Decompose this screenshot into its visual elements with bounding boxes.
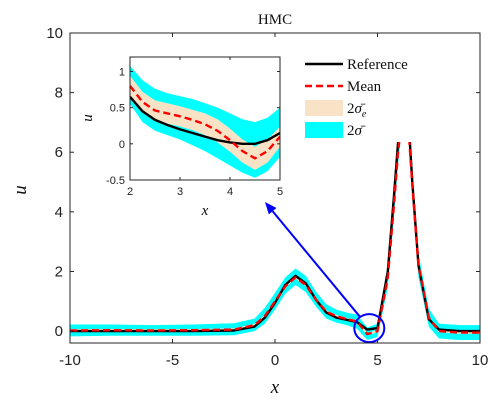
inset-ytick-label: 0 [119, 139, 125, 151]
main-ytick-label: 6 [55, 144, 63, 161]
inset-x-axis-ticks: 2 3 4 5 [127, 57, 283, 198]
legend-sigma-swatch [305, 122, 343, 138]
inset-band-two-sigma-e [130, 75, 280, 170]
zoom-arrow-head [265, 202, 277, 215]
main-chart-title: HMC [258, 12, 292, 28]
main-xtick-label: -10 [59, 352, 81, 369]
main-xtick-label: 0 [271, 352, 279, 369]
inset-series-lines [130, 85, 280, 160]
main-x-axis-ticks: -10 -5 0 5 10 [59, 33, 488, 369]
legend-sigma-e-swatch [305, 100, 343, 116]
inset-plot-frame [129, 56, 281, 181]
main-ytick-label: 8 [55, 85, 63, 102]
main-ytick-label: 2 [55, 263, 63, 280]
main-ytick-label: 4 [55, 204, 63, 221]
main-xtick-label: 5 [373, 352, 381, 369]
main-y-axis-label: u [10, 185, 31, 195]
inset-plot: 2 3 4 5 -0.5 0 0.5 1 x u [80, 56, 283, 219]
inset-ytick-label: 0.5 [110, 103, 125, 115]
zoom-circle [353, 313, 386, 344]
main-series-mean [70, 109, 480, 336]
inset-ytick-label: 1 [119, 66, 125, 78]
inset-xtick-label: 2 [127, 186, 133, 198]
inset-ytick-label: -0.5 [106, 175, 125, 187]
inset-series-reference [130, 96, 280, 146]
main-ytick-label: 0 [55, 323, 63, 340]
legend: Reference Mean 2σ̄e 2σ̄ [297, 52, 429, 142]
main-ytick-label: 10 [46, 25, 63, 42]
inset-y-axis-label: u [80, 114, 96, 122]
legend-sigma-label: 2σ̄ [347, 123, 366, 139]
main-xtick-label: 10 [472, 352, 489, 369]
inset-xtick-label: 5 [277, 186, 283, 198]
inset-x-axis-label: x [201, 203, 209, 219]
legend-mean-label: Mean [347, 79, 382, 95]
inset-series-mean [130, 85, 280, 160]
main-series-lines [70, 94, 480, 336]
zoom-arrow-line [271, 210, 362, 318]
main-x-axis-label: x [270, 377, 280, 398]
legend-reference-label: Reference [347, 57, 408, 73]
inset-xtick-label: 3 [177, 186, 183, 198]
inset-xtick-label: 4 [227, 186, 233, 198]
main-annotations [265, 202, 386, 344]
main-xtick-label: -5 [166, 352, 179, 369]
inset-y-axis-ticks: -0.5 0 0.5 1 [106, 66, 280, 187]
